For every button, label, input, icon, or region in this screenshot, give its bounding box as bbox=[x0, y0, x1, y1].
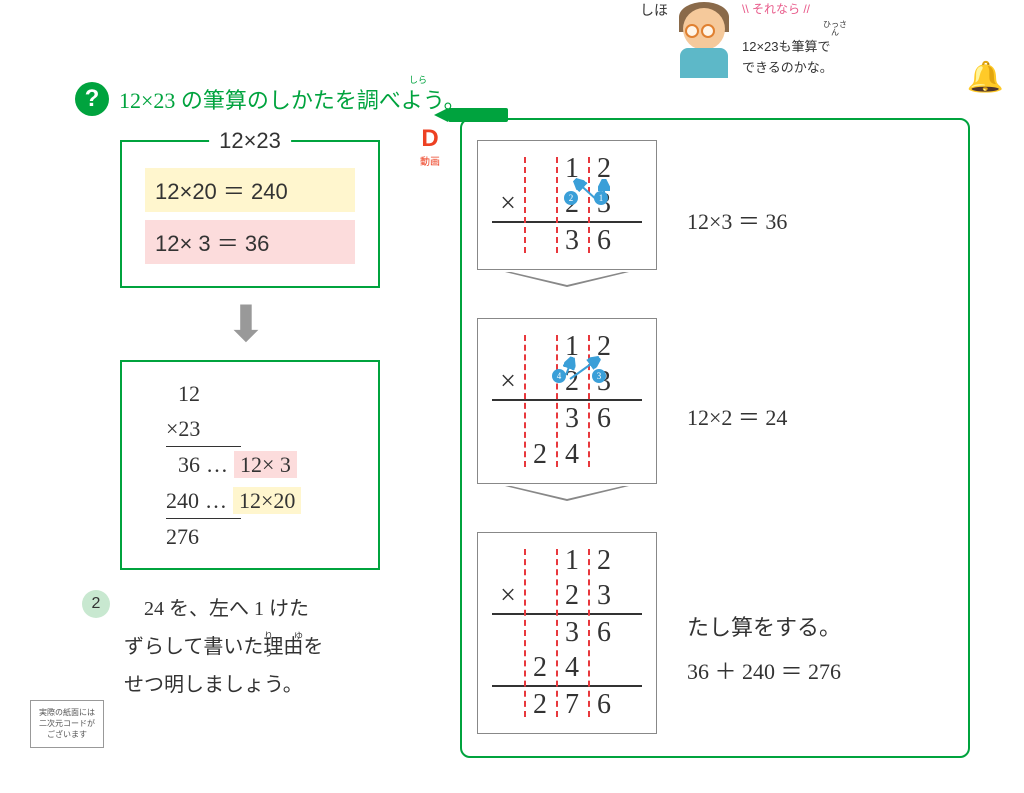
calc-r5: 276 bbox=[166, 519, 360, 554]
step-3-eqs: たし算をする。 36 ＋ 240 ＝ 276 bbox=[687, 610, 841, 686]
ruby-hissan: ひっさん bbox=[820, 21, 850, 37]
calc-r3n: 36 bbox=[178, 452, 200, 477]
step-2-badge: 2 bbox=[82, 590, 110, 618]
calc-r4n: 240 bbox=[166, 488, 199, 513]
calc-r4a: 12×20 bbox=[233, 487, 301, 514]
step-2-eq: 12×2 ＝ 24 bbox=[687, 400, 787, 432]
question-row: ? しら 12×23 の筆算のしかたを調べよう。 bbox=[75, 82, 466, 116]
speech-line2: できるのかな。 bbox=[742, 60, 833, 75]
eq-12x3: 12× 3 ＝ 36 bbox=[145, 220, 355, 264]
avatar bbox=[674, 0, 734, 85]
step-2-text: 24 を、左へ 1 けた り ゆう ずらして書いた理由を せつ明しましょう。 bbox=[124, 590, 404, 704]
speech-line1: 12×23も筆算で bbox=[742, 39, 831, 54]
steps-panel: 12×233612 12×3 ＝ 36 12×23362434 12×2 ＝ 2… bbox=[460, 118, 970, 758]
speech-bubble-area: しほ \\ それなら // ひっさん 12×23も筆算で できるのかな。 bbox=[640, 0, 850, 85]
eq-12x20: 12×20 ＝ 240 bbox=[145, 168, 355, 212]
step-2-row: 12×23362434 12×2 ＝ 24 bbox=[477, 318, 953, 514]
sorenara-label: \\ それなら // bbox=[742, 0, 850, 19]
written-calc-box: 12 ×23 36…12× 3 240…12×20 276 bbox=[120, 360, 380, 570]
step-2-card: 12×23362434 bbox=[477, 318, 657, 484]
question-text: 12×23 の筆算のしかたを調べよう。 bbox=[119, 88, 466, 113]
ruby-riyuu: り ゆう bbox=[264, 628, 323, 662]
pencil-icon bbox=[448, 108, 508, 122]
step-3-eqB: 36 ＋ 240 ＝ 276 bbox=[687, 654, 841, 686]
calc-r3a: 12× 3 bbox=[234, 451, 297, 478]
calc-r1: 12 bbox=[178, 376, 360, 411]
question-badge: ? bbox=[75, 82, 109, 116]
ruby-shira: しら bbox=[409, 73, 427, 86]
step-3-card: 12×233624276 bbox=[477, 532, 657, 734]
step-1-row: 12×233612 12×3 ＝ 36 bbox=[477, 140, 953, 300]
d-video-badge[interactable]: D 動画 bbox=[420, 125, 440, 168]
step-1-card: 12×233612 bbox=[477, 140, 657, 270]
question-text-wrap: しら 12×23 の筆算のしかたを調べよう。 bbox=[119, 83, 466, 115]
decomposition-box: 12×23 12×20 ＝ 240 12× 3 ＝ 36 bbox=[120, 140, 380, 288]
problem-2: 2 24 を、左へ 1 けた り ゆう ずらして書いた理由を せつ明しましょう。 bbox=[82, 590, 404, 704]
speech-text: \\ それなら // ひっさん 12×23も筆算で できるのかな。 bbox=[742, 0, 850, 79]
step-3-eqA: たし算をする。 bbox=[687, 610, 841, 642]
qr-note: 実際の紙面には 二次元コードが ございます bbox=[30, 700, 104, 748]
character-name: しほ bbox=[640, 0, 668, 20]
box1-title: 12×23 bbox=[209, 128, 291, 154]
bell-icon: 🔔 bbox=[967, 60, 1004, 95]
arrow-down-icon: ⬇ bbox=[225, 295, 267, 353]
step-1-eq: 12×3 ＝ 36 bbox=[687, 204, 787, 236]
step-3-row: 12×233624276 たし算をする。 36 ＋ 240 ＝ 276 bbox=[477, 532, 953, 764]
calc-r2: ×23 bbox=[166, 411, 360, 446]
